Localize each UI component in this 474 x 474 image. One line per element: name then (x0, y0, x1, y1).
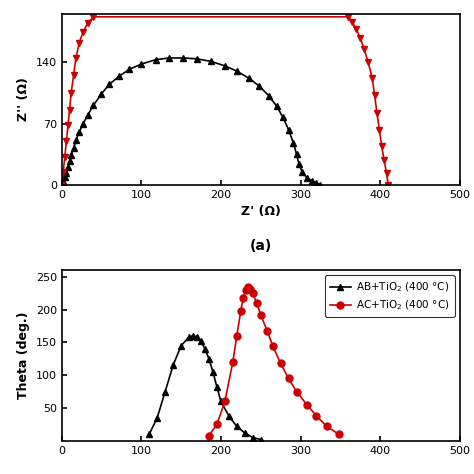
AC+TiO$_2$ (400 °C) (245, 284, 251, 290)
Text: (a): (a) (250, 239, 272, 253)
AB+TiO$_2$ (400 °C) (170, 363, 176, 368)
AB+TiO$_2$ (400 °C) (214, 384, 220, 390)
AB+TiO$_2$ (400 °C) (218, 399, 224, 404)
AB+TiO$_2$ (400 °C) (226, 413, 232, 419)
AC+TiO$_2$ (400 °C) (294, 389, 300, 394)
X-axis label: Z' (Ω): Z' (Ω) (241, 205, 281, 218)
AC+TiO$_2$ (400 °C) (243, 287, 248, 293)
AB+TiO$_2$ (400 °C) (155, 415, 160, 421)
AB+TiO$_2$ (400 °C) (258, 437, 264, 442)
AC+TiO$_2$ (400 °C) (230, 359, 236, 365)
AC+TiO$_2$ (400 °C) (247, 286, 253, 292)
Line: AC+TiO$_2$ (400 °C): AC+TiO$_2$ (400 °C) (205, 283, 342, 439)
AB+TiO$_2$ (400 °C) (206, 356, 212, 362)
AC+TiO$_2$ (400 °C) (264, 328, 270, 333)
AC+TiO$_2$ (400 °C) (254, 300, 260, 306)
AB+TiO$_2$ (400 °C) (178, 343, 184, 348)
Y-axis label: Z'' (Ω): Z'' (Ω) (17, 78, 30, 121)
AB+TiO$_2$ (400 °C) (250, 435, 255, 440)
AB+TiO$_2$ (400 °C) (186, 334, 192, 340)
AB+TiO$_2$ (400 °C) (194, 334, 200, 340)
AB+TiO$_2$ (400 °C) (234, 424, 240, 429)
Y-axis label: Theta (deg.): Theta (deg.) (17, 312, 30, 399)
AC+TiO$_2$ (400 °C) (238, 308, 244, 314)
AB+TiO$_2$ (400 °C) (190, 333, 196, 338)
AC+TiO$_2$ (400 °C) (278, 361, 283, 366)
AC+TiO$_2$ (400 °C) (240, 295, 246, 301)
AB+TiO$_2$ (400 °C) (210, 369, 216, 375)
AC+TiO$_2$ (400 °C) (222, 399, 228, 404)
AC+TiO$_2$ (400 °C) (336, 431, 342, 437)
Legend: AB+TiO$_2$ (400 °C), AC+TiO$_2$ (400 °C): AB+TiO$_2$ (400 °C), AC+TiO$_2$ (400 °C) (325, 275, 455, 317)
AB+TiO$_2$ (400 °C) (202, 346, 208, 352)
AC+TiO$_2$ (400 °C) (206, 433, 212, 438)
AC+TiO$_2$ (400 °C) (304, 402, 310, 408)
AC+TiO$_2$ (400 °C) (234, 333, 240, 338)
AC+TiO$_2$ (400 °C) (250, 290, 255, 296)
AC+TiO$_2$ (400 °C) (314, 413, 319, 419)
AC+TiO$_2$ (400 °C) (324, 424, 329, 429)
AC+TiO$_2$ (400 °C) (270, 343, 275, 348)
AB+TiO$_2$ (400 °C) (162, 389, 168, 394)
AB+TiO$_2$ (400 °C) (146, 431, 152, 437)
AB+TiO$_2$ (400 °C) (198, 338, 204, 344)
AC+TiO$_2$ (400 °C) (258, 312, 264, 318)
AC+TiO$_2$ (400 °C) (286, 375, 292, 381)
AB+TiO$_2$ (400 °C) (242, 430, 247, 436)
AC+TiO$_2$ (400 °C) (214, 421, 220, 427)
Line: AB+TiO$_2$ (400 °C): AB+TiO$_2$ (400 °C) (146, 332, 264, 443)
